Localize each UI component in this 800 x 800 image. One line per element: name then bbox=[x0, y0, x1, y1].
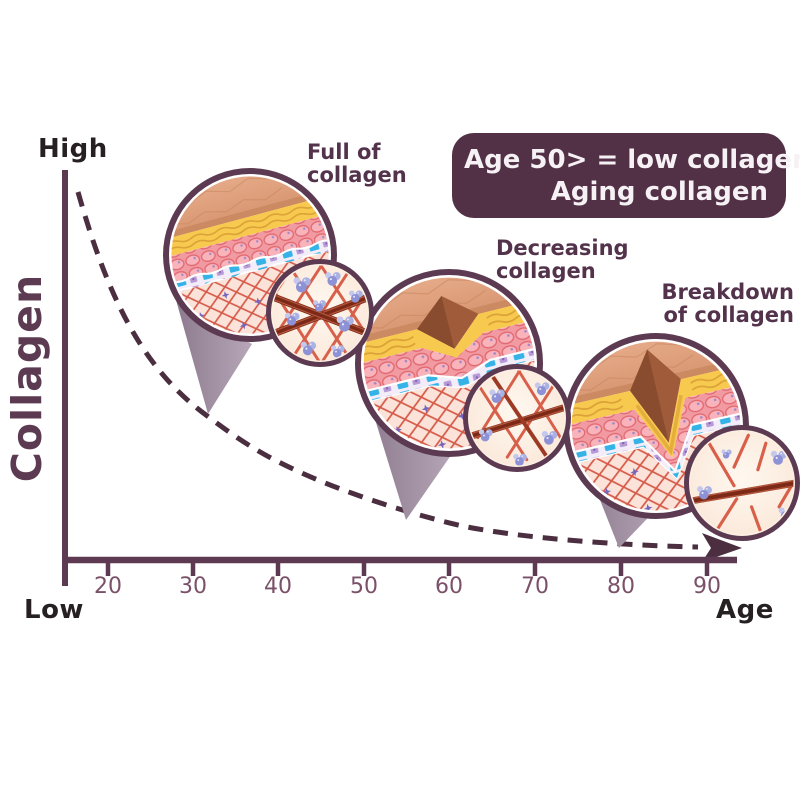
stage-3-label: Breakdown of collagen bbox=[661, 280, 794, 327]
badge-line-2: Aging collagen bbox=[550, 177, 768, 207]
tick-label-80: 80 bbox=[607, 574, 635, 599]
tick-label-70: 70 bbox=[521, 574, 549, 599]
y-axis-title: Collagen bbox=[3, 273, 51, 483]
callout-badge: Age 50> = low collagen Aging collagen bbox=[452, 133, 800, 218]
tick-label-20: 20 bbox=[94, 574, 122, 599]
x-axis-title: Age bbox=[716, 595, 774, 625]
stage-3-magnifier-sparse-fibers bbox=[684, 425, 800, 541]
stage-2-label: Decreasing collagen bbox=[496, 236, 629, 283]
badge-line-1: Age 50> = low collagen bbox=[464, 145, 800, 175]
y-axis-low-label: Low bbox=[24, 595, 84, 625]
y-axis-high-label: High bbox=[38, 134, 108, 164]
tick-label-50: 50 bbox=[350, 574, 378, 599]
tick-label-60: 60 bbox=[435, 574, 463, 599]
tick-label-90: 90 bbox=[693, 574, 721, 599]
tick-label-40: 40 bbox=[264, 574, 292, 599]
tick-label-30: 30 bbox=[179, 574, 207, 599]
stage-2-magnifier-fewer-fibers bbox=[463, 364, 571, 472]
stage-1-label: Full of collagen bbox=[307, 140, 407, 187]
stage-1-magnifier-dense-fibers bbox=[266, 259, 374, 367]
